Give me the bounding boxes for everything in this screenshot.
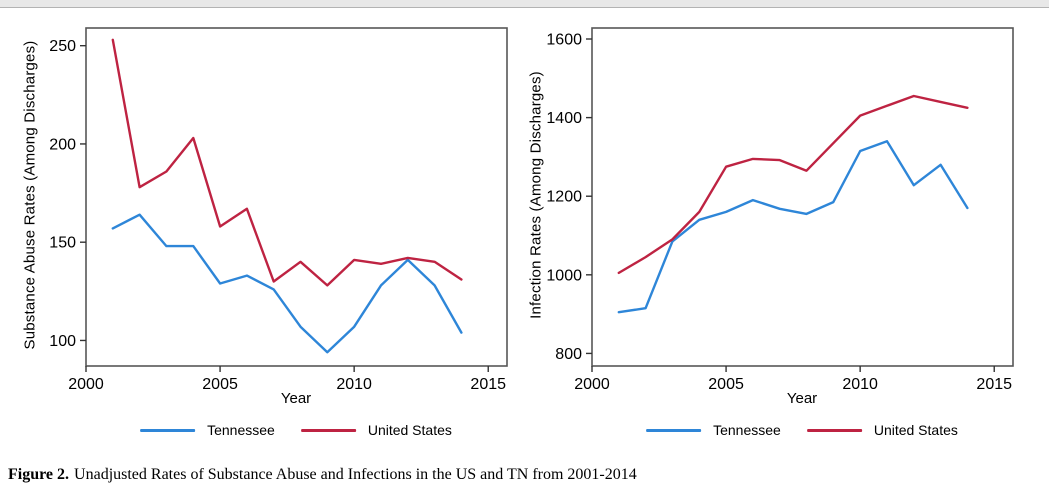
series-line-tennessee: [617, 139, 969, 314]
y-tick-label: 1600: [546, 32, 582, 49]
series-line-tennessee: [111, 213, 463, 354]
substance-abuse-plot-area: 100 150 200 250 2000 2005 2010 2015: [49, 27, 508, 392]
infection-chart-panel: Infection Rates (Among Discharges) 800 10…: [526, 14, 1026, 454]
series-line-united-states: [111, 38, 463, 287]
x-tick-label: 2005: [708, 376, 744, 392]
x-tick-label: 2005: [202, 376, 238, 392]
tennessee-line-swatch: [140, 428, 196, 432]
infection-x-axis-title: Year: [786, 390, 818, 407]
y-tick-label: 1400: [546, 110, 582, 127]
figure-caption-label: Figure 2.: [8, 466, 70, 483]
legend-label-united-states: United States: [367, 422, 452, 438]
legend-label-tennessee: Tennessee: [713, 422, 781, 438]
x-tick-label: 2010: [842, 376, 878, 392]
figure-caption: Figure 2. Unadjusted Rates of Substance A…: [8, 466, 637, 484]
y-tick-label: 250: [49, 38, 76, 55]
legend-label-tennessee: Tennessee: [207, 422, 275, 438]
x-tick-label: 2015: [470, 376, 506, 392]
substance-abuse-chart-panel: Substance Abuse Rates (Among Discharges)…: [20, 14, 520, 454]
substance-abuse-y-axis-title: Substance Abuse Rates (Among Discharges): [21, 40, 39, 350]
y-tick-label: 150: [49, 235, 76, 252]
united-states-line-swatch: [806, 428, 862, 432]
tennessee-line-swatch: [646, 428, 702, 432]
plot-frame: [591, 27, 1014, 367]
substance-abuse-legend: Tennessee United States: [140, 422, 452, 438]
y-tick-label: 800: [555, 346, 582, 363]
x-tick-label: 2010: [336, 376, 372, 392]
window-top-strip: [0, 0, 1049, 8]
plot-frame: [85, 27, 508, 367]
series-line-united-states: [617, 94, 969, 275]
figure-caption-text: Unadjusted Rates of Substance Abuse and …: [74, 466, 637, 483]
x-tick-label: 2000: [68, 376, 104, 392]
infection-plot-area: 800 1000 1200 1400 1600 2000 2005 2010 2015: [546, 27, 1014, 392]
x-tick-label: 2015: [976, 376, 1012, 392]
infection-legend: Tennessee United States: [646, 422, 958, 438]
y-tick-label: 1200: [546, 189, 582, 206]
x-tick-label: 2000: [574, 376, 610, 392]
infection-y-axis-title: Infection Rates (Among Discharges): [527, 71, 545, 319]
united-states-line-swatch: [300, 428, 356, 432]
y-tick-label: 100: [49, 333, 76, 350]
y-tick-label: 1000: [546, 267, 582, 284]
y-tick-label: 200: [49, 136, 76, 153]
legend-label-united-states: United States: [873, 422, 958, 438]
substance-abuse-x-axis-title: Year: [280, 390, 312, 407]
